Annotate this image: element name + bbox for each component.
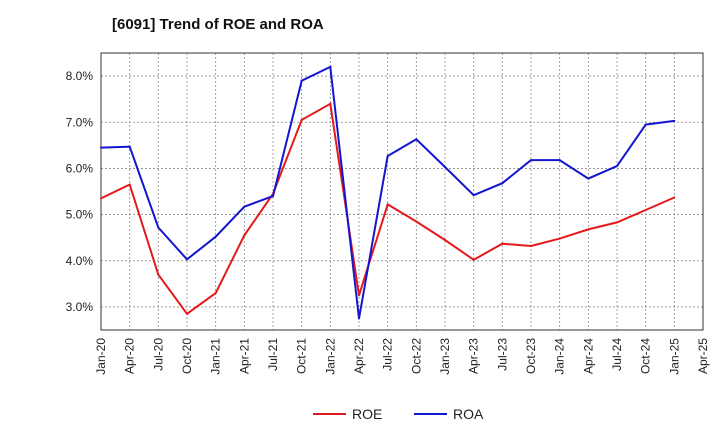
data-point-roe <box>329 102 332 105</box>
data-point-roe <box>530 244 532 247</box>
data-point-roe <box>673 196 676 199</box>
data-point-roa <box>444 166 446 169</box>
data-point-roe <box>644 208 647 211</box>
data-point-roe <box>587 228 590 231</box>
y-tick-label: 5.0% <box>66 208 94 222</box>
x-tick-label: Apr-20 <box>123 338 137 374</box>
data-point-roa <box>501 182 504 185</box>
data-point-roe <box>444 238 446 241</box>
data-point-roa <box>157 226 160 229</box>
x-tick-label: Apr-24 <box>581 338 595 374</box>
data-point-roe <box>616 221 618 224</box>
legend-label-roa: ROA <box>453 406 484 422</box>
x-tick-label: Jul-21 <box>266 338 280 371</box>
legend-label-roe: ROE <box>352 406 382 422</box>
x-tick-label: Jan-20 <box>94 338 108 375</box>
data-point-roa <box>300 79 303 82</box>
x-tick-label: Jul-22 <box>381 338 395 371</box>
data-point-roe <box>300 118 303 121</box>
chart-title: [6091] Trend of ROE and ROA <box>112 16 324 33</box>
x-tick-label: Oct-24 <box>639 338 653 374</box>
y-tick-label: 7.0% <box>66 115 94 129</box>
data-point-roe <box>415 220 418 223</box>
x-tick-label: Apr-21 <box>237 338 251 374</box>
x-tick-label: Jul-23 <box>495 338 509 371</box>
x-tick-label: Jan-22 <box>323 338 337 375</box>
data-point-roe <box>358 294 360 297</box>
data-point-roe <box>386 203 389 206</box>
data-point-roe <box>558 237 561 240</box>
data-point-roa <box>644 123 647 126</box>
y-tick-label: 4.0% <box>66 254 94 268</box>
data-point-roa <box>415 138 418 141</box>
data-point-roa <box>186 258 188 261</box>
x-tick-label: Apr-22 <box>352 338 366 374</box>
data-point-roa <box>358 317 360 320</box>
x-tick-label: Jul-24 <box>610 338 624 371</box>
y-tick-label: 8.0% <box>66 69 94 83</box>
x-tick-label: Jan-21 <box>209 338 223 375</box>
data-point-roa <box>214 235 217 238</box>
data-point-roa <box>558 159 561 162</box>
data-point-roa <box>100 146 102 149</box>
data-point-roa <box>128 145 131 148</box>
plot-area <box>101 53 703 330</box>
data-point-roa <box>329 65 332 68</box>
data-point-roe <box>501 242 504 245</box>
data-point-roe <box>157 273 160 276</box>
x-tick-label: Jan-23 <box>438 338 452 375</box>
data-point-roa <box>530 159 532 162</box>
data-point-roe <box>128 183 131 186</box>
x-tick-label: Oct-23 <box>524 338 538 374</box>
x-tick-label: Oct-21 <box>295 338 309 374</box>
x-tick-label: Oct-20 <box>180 338 194 374</box>
x-tick-label: Apr-25 <box>696 338 710 374</box>
plot-frame <box>100 52 704 331</box>
data-point-roe <box>100 197 102 200</box>
data-point-roe <box>472 258 475 261</box>
data-point-roa <box>243 205 246 208</box>
data-point-roe <box>214 292 217 295</box>
data-point-roa <box>673 119 676 122</box>
x-tick-label: Jul-20 <box>151 338 165 371</box>
data-point-roa <box>587 177 590 180</box>
x-tick-label: Jan-25 <box>667 338 681 375</box>
data-point-roe <box>186 312 188 315</box>
y-tick-label: 3.0% <box>66 300 94 314</box>
x-tick-label: Jan-24 <box>553 338 567 375</box>
y-tick-label: 6.0% <box>66 161 94 175</box>
data-point-roa <box>272 195 274 198</box>
data-point-roa <box>386 154 389 157</box>
x-tick-label: Oct-22 <box>409 338 423 374</box>
x-tick-label: Apr-23 <box>467 338 481 374</box>
data-point-roa <box>472 194 475 197</box>
data-point-roe <box>243 234 246 237</box>
data-point-roa <box>616 165 618 168</box>
